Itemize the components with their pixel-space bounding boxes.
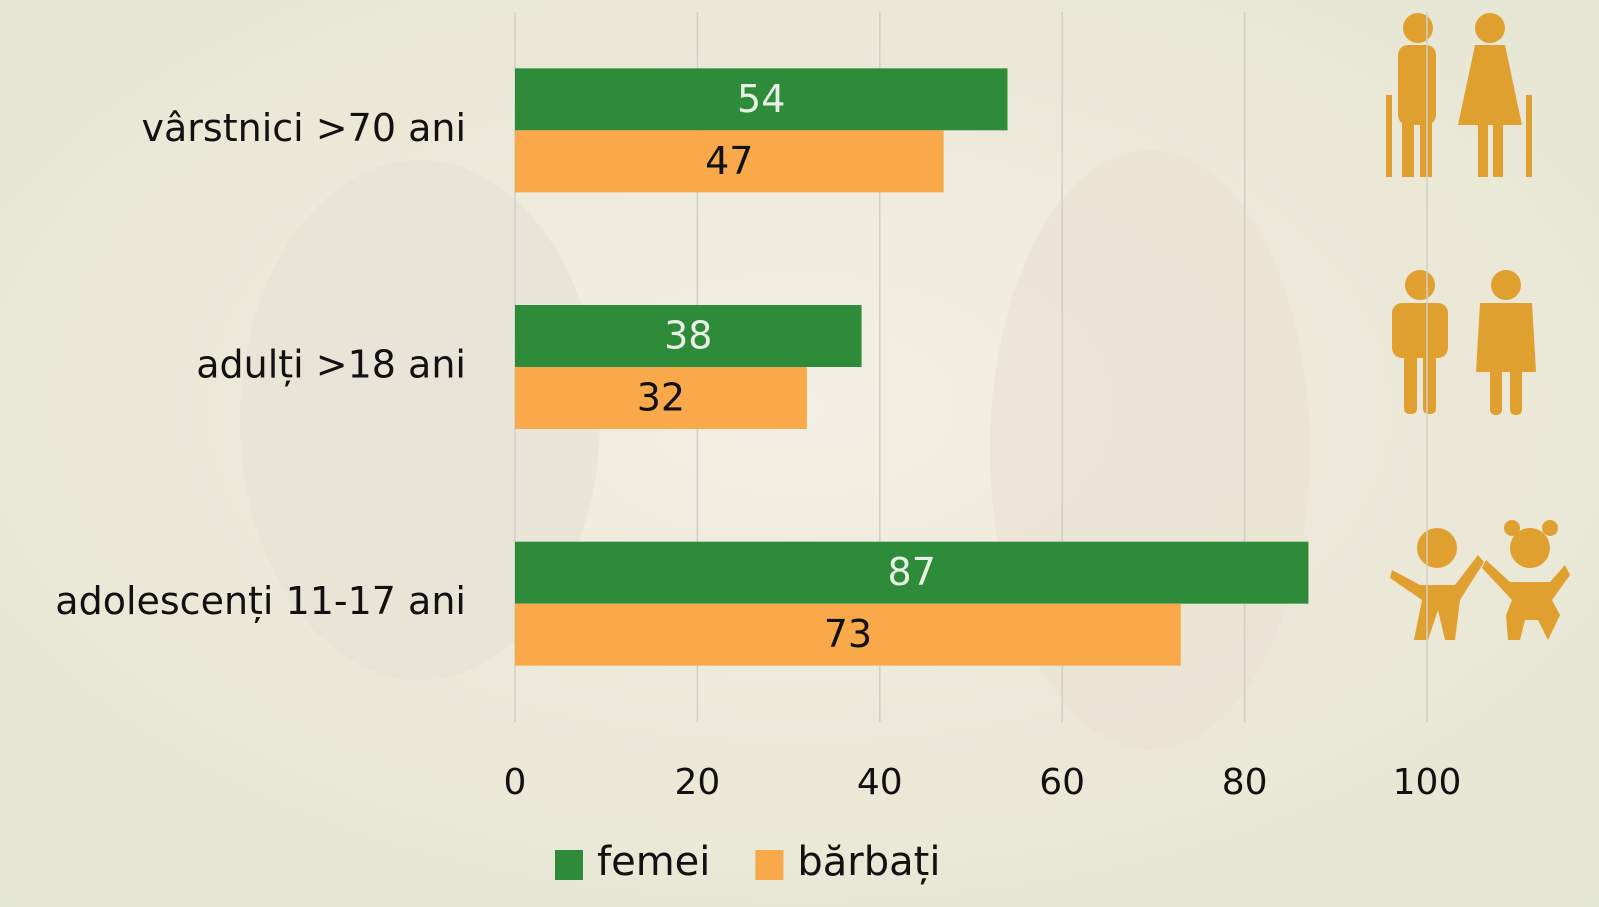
icons xyxy=(1386,13,1570,640)
data-label: 38 xyxy=(664,314,712,358)
icon-man xyxy=(1405,270,1435,300)
bar xyxy=(515,305,862,367)
icon-boy xyxy=(1417,528,1457,568)
y-tick-label: adolescenți 11-17 ani xyxy=(55,579,466,623)
background-blur xyxy=(240,160,600,680)
icon-girl xyxy=(1510,528,1550,568)
x-tick-label: 60 xyxy=(1039,762,1085,803)
legend-label: femei xyxy=(597,839,710,885)
x-tick-label: 100 xyxy=(1393,762,1462,803)
legend-label: bărbați xyxy=(797,839,940,885)
icon-elder-man xyxy=(1420,115,1432,177)
bar xyxy=(515,130,944,193)
data-label: 73 xyxy=(824,612,872,656)
data-label: 54 xyxy=(737,77,785,121)
icon-girl xyxy=(1542,520,1558,536)
bar xyxy=(515,68,1008,131)
icon-woman xyxy=(1510,365,1522,415)
icon-man xyxy=(1423,350,1436,414)
icon-man xyxy=(1392,303,1448,358)
bar xyxy=(515,603,1181,666)
icon-girl xyxy=(1504,520,1520,536)
data-label: 87 xyxy=(888,550,936,594)
x-tick-label: 40 xyxy=(857,762,903,803)
icon-woman xyxy=(1491,270,1521,300)
icon-elder-woman xyxy=(1458,45,1522,125)
x-tick-label: 0 xyxy=(504,762,527,803)
icon-girl xyxy=(1482,560,1570,640)
data-label: 47 xyxy=(705,139,753,183)
bar xyxy=(515,367,807,429)
icon-elder-man xyxy=(1398,45,1436,125)
icon-elder-man xyxy=(1386,95,1392,177)
icon-elder-man xyxy=(1402,115,1414,177)
y-tick-label: adulți >18 ani xyxy=(196,343,466,387)
icon-woman xyxy=(1476,303,1536,372)
data-label: 32 xyxy=(637,376,685,420)
bar xyxy=(515,541,1309,604)
x-tick-label: 20 xyxy=(674,762,720,803)
icon-boy xyxy=(1390,555,1484,640)
legend-swatch xyxy=(555,850,583,880)
icon-elder-woman xyxy=(1475,13,1505,43)
icon-elder-woman xyxy=(1493,120,1503,177)
y-tick-label: vârstnici >70 ani xyxy=(142,106,466,150)
icon-elder-man xyxy=(1403,13,1433,43)
icon-man xyxy=(1404,350,1417,414)
x-tick-label: 80 xyxy=(1222,762,1268,803)
icon-elder-woman xyxy=(1526,95,1532,177)
icon-elder-woman xyxy=(1478,120,1488,177)
legend-swatch xyxy=(755,850,784,880)
icon-woman xyxy=(1490,365,1502,415)
